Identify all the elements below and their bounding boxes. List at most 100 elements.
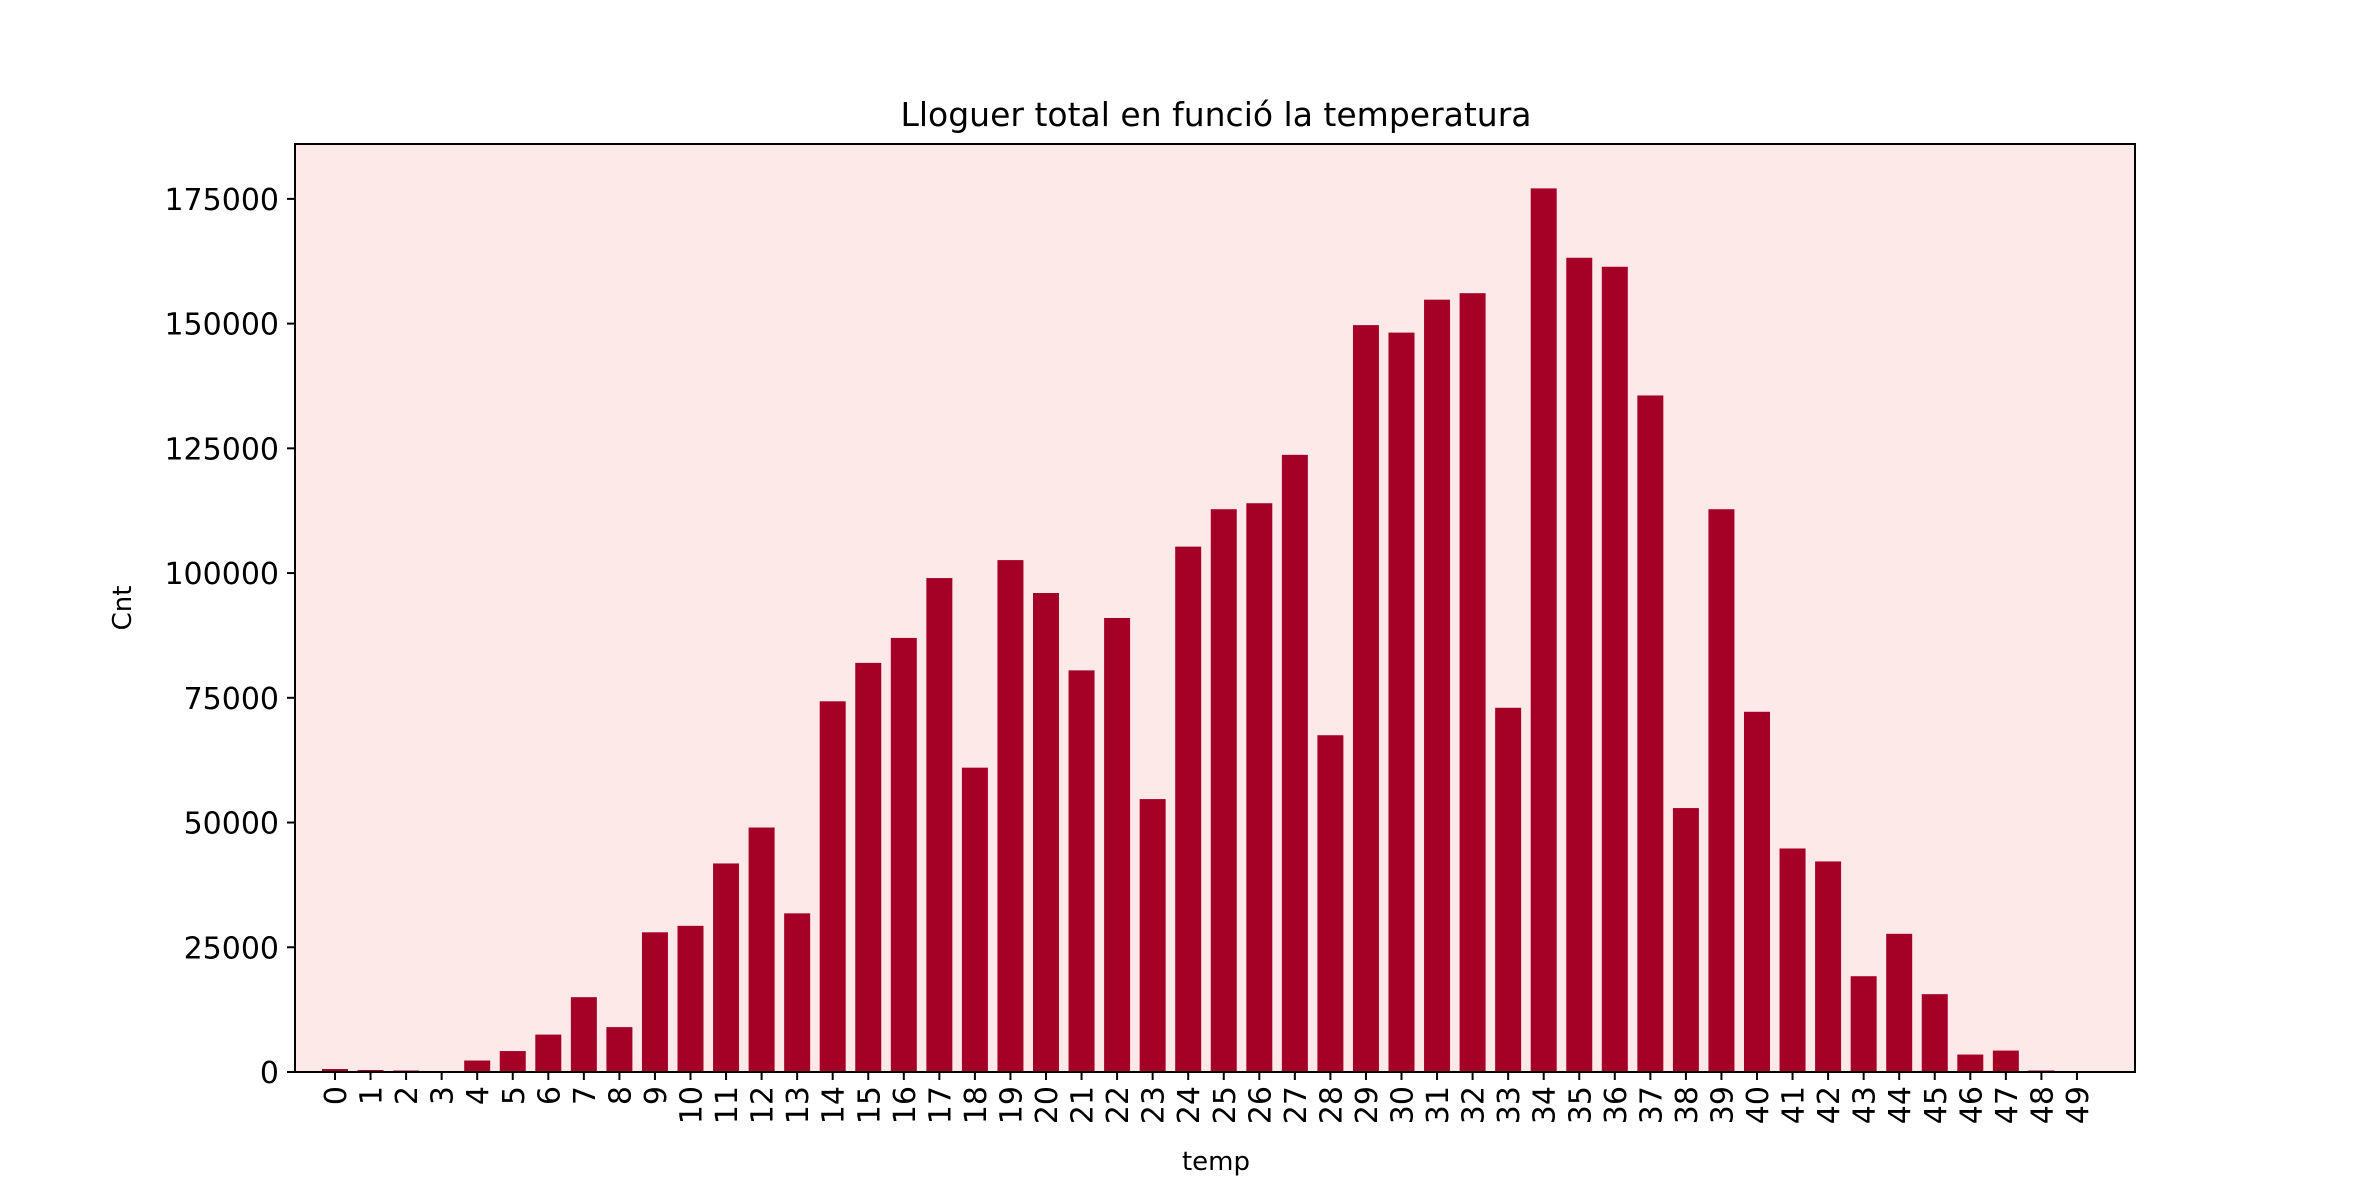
chart-title: Lloguer total en funció la temperatura (900, 95, 1531, 134)
x-tick-label: 18 (959, 1086, 994, 1124)
x-tick-label: 33 (1492, 1086, 1527, 1124)
x-tick-label: 26 (1243, 1086, 1278, 1124)
x-axis-title: temp (1182, 1147, 1250, 1177)
bar-36 (1601, 266, 1628, 1072)
bar-12 (748, 827, 775, 1072)
x-tick-label: 25 (1208, 1086, 1243, 1124)
bar-33 (1495, 707, 1522, 1072)
bar-32 (1459, 293, 1486, 1072)
y-tick-label: 0 (260, 1056, 279, 1091)
bar-31 (1424, 299, 1451, 1072)
x-tick-label: 48 (2025, 1086, 2060, 1124)
x-tick-label: 31 (1421, 1086, 1456, 1124)
y-axis: 0 25000 50000 75000 100000 125000 150000 175000 (164, 183, 295, 1091)
bar-30 (1388, 332, 1415, 1073)
x-tick-label: 39 (1705, 1086, 1740, 1124)
x-tick-label: 15 (852, 1086, 887, 1124)
y-axis-title: Cnt (108, 586, 138, 631)
bar-17 (926, 578, 953, 1072)
bar-15 (855, 662, 882, 1072)
bar-9 (641, 932, 668, 1072)
x-tick-label: 12 (746, 1086, 781, 1124)
x-tick-label: 9 (639, 1086, 674, 1105)
bar-7 (570, 997, 597, 1072)
bar-8 (606, 1027, 633, 1072)
x-tick-label: 36 (1599, 1086, 1634, 1124)
x-tick-label: 14 (817, 1086, 852, 1124)
x-tick-label: 24 (1172, 1086, 1207, 1124)
bar-42 (1815, 861, 1842, 1072)
bar-26 (1246, 503, 1273, 1073)
x-axis: 0 1 2 3 4 5 6 7 8 9 10 11 12 13 14 15 16 17 18 19 20 21 22 23 24… (319, 1072, 2096, 1124)
bar-16 (890, 637, 917, 1072)
bar-38 (1672, 808, 1699, 1072)
y-tick-label: 125000 (164, 432, 279, 467)
x-tick-label: 20 (1030, 1086, 1065, 1124)
x-tick-label: 22 (1101, 1086, 1136, 1124)
x-tick-label: 7 (568, 1086, 603, 1105)
x-tick-label: 8 (603, 1086, 638, 1105)
y-tick-label: 75000 (184, 682, 279, 717)
bar-27 (1281, 454, 1308, 1073)
bar-47 (1992, 1050, 2019, 1072)
x-tick-label: 46 (1954, 1086, 1989, 1124)
x-tick-label: 5 (497, 1086, 532, 1105)
bar-13 (784, 913, 811, 1072)
x-tick-label: 19 (994, 1086, 1029, 1124)
x-tick-label: 4 (461, 1086, 496, 1105)
x-tick-label: 47 (1990, 1086, 2025, 1124)
x-tick-label: 13 (781, 1086, 816, 1124)
y-tick-label: 50000 (184, 807, 279, 842)
bar-35 (1566, 257, 1593, 1072)
x-tick-label: 10 (675, 1086, 710, 1124)
bar-40 (1744, 711, 1770, 1072)
x-tick-label: 43 (1848, 1086, 1883, 1124)
bar-29 (1352, 325, 1379, 1072)
x-tick-label: 17 (923, 1086, 958, 1124)
bar-37 (1637, 395, 1664, 1073)
x-tick-label: 11 (710, 1086, 745, 1124)
x-tick-label: 28 (1314, 1086, 1349, 1124)
bar-24 (1175, 546, 1202, 1072)
y-tick-label: 100000 (164, 557, 279, 592)
bar-5 (499, 1051, 526, 1072)
x-tick-label: 40 (1741, 1086, 1776, 1124)
x-tick-label: 34 (1528, 1086, 1563, 1124)
x-tick-label: 21 (1066, 1086, 1101, 1124)
bar-4 (464, 1060, 491, 1072)
x-tick-label: 23 (1137, 1086, 1172, 1124)
x-tick-label: 44 (1883, 1086, 1918, 1124)
x-tick-label: 6 (532, 1086, 567, 1105)
bar-21 (1068, 670, 1095, 1072)
bar-22 (1104, 617, 1131, 1072)
x-tick-label: 35 (1563, 1086, 1598, 1124)
x-tick-label: 37 (1634, 1086, 1669, 1124)
x-tick-label: 1 (355, 1086, 390, 1105)
bar-18 (961, 767, 988, 1072)
x-tick-label: 49 (2061, 1086, 2096, 1124)
bar-23 (1139, 799, 1166, 1072)
bar-6 (535, 1034, 562, 1072)
x-tick-label: 29 (1350, 1086, 1385, 1124)
x-tick-label: 45 (1919, 1086, 1954, 1124)
x-tick-label: 27 (1279, 1086, 1314, 1124)
x-tick-label: 30 (1386, 1086, 1421, 1124)
bar-11 (713, 863, 740, 1072)
bar-44 (1886, 933, 1913, 1072)
bar-43 (1850, 976, 1877, 1072)
plot-frame (294, 143, 2136, 1073)
x-tick-label: 42 (1812, 1086, 1847, 1124)
bar-0 (322, 1069, 348, 1072)
y-tick-label: 175000 (164, 183, 279, 218)
x-tick-label: 38 (1670, 1086, 1705, 1124)
x-tick-label: 2 (390, 1086, 425, 1105)
bar-10 (677, 925, 704, 1072)
x-tick-label: 3 (426, 1086, 461, 1105)
bar-25 (1210, 509, 1237, 1073)
bars-group (322, 188, 2055, 1073)
bar-14 (819, 701, 846, 1072)
bar-45 (1921, 994, 1948, 1072)
x-tick-label: 16 (888, 1086, 923, 1124)
bar-34 (1530, 188, 1557, 1072)
